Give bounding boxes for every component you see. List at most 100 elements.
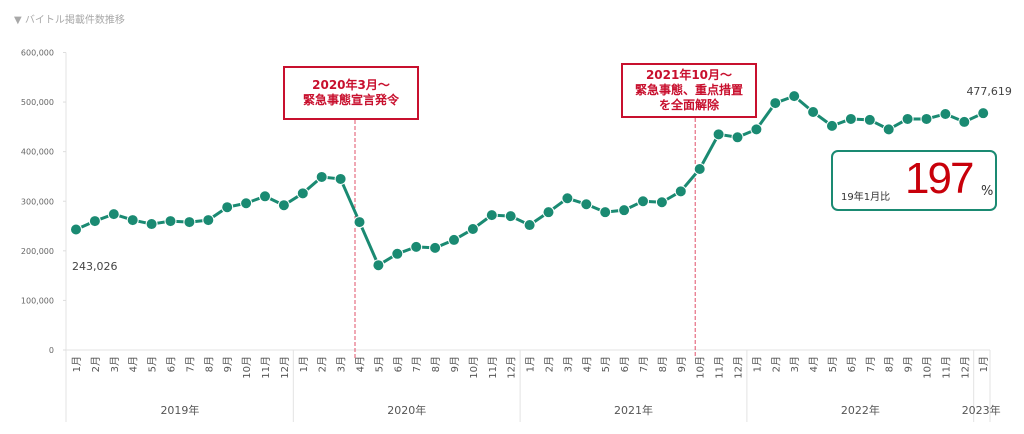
y-tick-label: 300,000: [21, 197, 54, 206]
month-label: 10月: [241, 356, 253, 379]
month-label: 4月: [128, 356, 140, 372]
data-point: [637, 195, 649, 208]
data-label-first: 243,026: [72, 260, 118, 273]
month-label: 11月: [487, 356, 499, 379]
y-tick-label: 400,000: [21, 148, 54, 157]
month-label: 8月: [430, 356, 442, 372]
data-point: [655, 196, 668, 209]
data-point: [863, 113, 876, 126]
month-label: 4月: [355, 356, 367, 372]
y-tick-label: 600,000: [21, 49, 54, 58]
month-label: 11月: [260, 356, 272, 379]
month-label: 10月: [468, 356, 480, 379]
data-point: [334, 172, 347, 185]
month-label: 5月: [373, 356, 385, 372]
year-label: 2022年: [841, 403, 880, 417]
data-point: [769, 97, 782, 110]
month-label: 10月: [922, 356, 934, 379]
data-label-last: 477,619: [966, 85, 1012, 98]
data-point: [693, 163, 706, 176]
data-point: [674, 185, 687, 198]
month-label: 5月: [827, 356, 839, 372]
month-label: 12月: [506, 356, 518, 379]
data-point: [202, 214, 215, 227]
month-label: 1月: [978, 356, 990, 372]
month-label: 8月: [203, 356, 215, 372]
data-point: [920, 112, 933, 125]
data-point: [259, 190, 271, 203]
data-point: [126, 214, 139, 227]
y-tick-label: 100,000: [21, 296, 54, 305]
data-point: [618, 204, 631, 217]
annotation-line: 2021年10月～: [645, 68, 733, 82]
data-point: [183, 216, 196, 229]
month-label: 2月: [317, 356, 329, 372]
month-label: 6月: [619, 356, 631, 372]
annotation-line: 緊急事態宣言発令: [302, 93, 399, 107]
year-label: 2020年: [387, 403, 426, 417]
month-label: 5月: [600, 356, 612, 372]
data-point: [826, 119, 838, 132]
year-label: 2021年: [614, 403, 653, 417]
month-label: 2月: [770, 356, 782, 372]
data-point: [429, 241, 442, 254]
ratio-label: 19年1月比: [841, 192, 891, 203]
month-label: 5月: [147, 356, 159, 372]
data-point: [901, 112, 914, 125]
data-point: [466, 223, 479, 236]
month-label: 4月: [808, 356, 820, 372]
data-point: [485, 209, 498, 222]
data-point: [88, 215, 101, 228]
month-label: 9月: [903, 356, 915, 372]
data-point: [807, 106, 820, 118]
data-point: [580, 198, 593, 211]
data-point: [882, 123, 895, 136]
data-point: [958, 115, 971, 128]
month-label: 3月: [789, 356, 801, 372]
year-label: 2019年: [160, 403, 199, 417]
data-point: [712, 128, 725, 141]
month-label: 12月: [959, 356, 971, 379]
month-label: 6月: [166, 356, 178, 372]
month-label: 7月: [638, 356, 650, 372]
month-label: 3月: [336, 356, 348, 372]
data-point: [504, 210, 517, 223]
ratio-value: 197: [905, 154, 974, 203]
chart-title: ▼ バイトル掲載件数推移: [14, 15, 125, 26]
month-label: 11月: [714, 356, 726, 379]
data-point: [542, 206, 555, 219]
month-label: 7月: [184, 356, 196, 372]
data-point: [391, 247, 404, 260]
month-label: 3月: [109, 356, 121, 372]
month-label: 9月: [676, 356, 688, 372]
annotation-line: を全面解除: [658, 98, 719, 112]
month-label: 8月: [657, 356, 669, 372]
month-label: 6月: [846, 356, 858, 372]
data-point: [939, 107, 952, 120]
data-point: [561, 192, 574, 205]
annotation-line: 2020年3月～: [312, 78, 390, 92]
data-point: [107, 208, 120, 221]
data-point: [410, 240, 423, 253]
data-point: [240, 197, 253, 210]
data-point: [844, 112, 857, 125]
month-label: 4月: [581, 356, 593, 372]
month-label: 2月: [544, 356, 556, 372]
month-label: 2月: [90, 356, 102, 372]
month-label: 1月: [298, 356, 310, 372]
data-point: [70, 223, 82, 236]
data-point: [353, 216, 366, 229]
month-label: 12月: [279, 356, 291, 379]
month-label: 1月: [525, 356, 537, 372]
year-label: 2023年: [962, 403, 1001, 417]
annotation-lifted-2021: 2021年10月～ 緊急事態、重点措置 を全面解除: [621, 63, 757, 118]
y-tick-label: 500,000: [21, 98, 54, 107]
data-point: [164, 215, 177, 228]
month-label: 3月: [562, 356, 574, 372]
data-point: [731, 131, 744, 144]
month-label: 11月: [940, 356, 952, 379]
month-label: 9月: [222, 356, 234, 372]
data-point: [750, 123, 763, 136]
data-point: [448, 233, 460, 246]
month-label: 8月: [884, 356, 896, 372]
